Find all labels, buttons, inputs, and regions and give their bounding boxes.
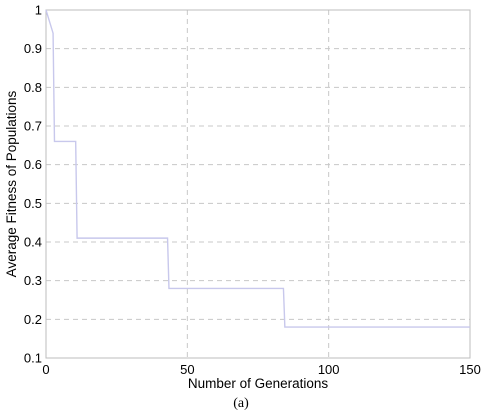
tick-labels: 0.1 0.2 0.3 0.4 0.5 0.6 0.7 0.8 0.9 1 0 50 100 150 (24, 3, 481, 378)
x-tick-label: 150 (459, 362, 481, 377)
y-tick-label: 0.9 (24, 41, 42, 56)
figure-caption: (a) (233, 396, 249, 411)
y-tick-label: 0.2 (24, 312, 42, 327)
y-axis-title: Average Fitness of Populations (4, 90, 19, 277)
y-tick-label: 0.8 (24, 80, 42, 95)
y-tick-label: 0.5 (24, 196, 42, 211)
y-tick-label: 0.6 (24, 157, 42, 172)
series-line (45, 9, 470, 328)
y-tick-label: 0.4 (24, 235, 42, 250)
x-tick-label: 0 (42, 362, 49, 377)
grid-lines (46, 10, 470, 358)
x-axis-title: Number of Generations (188, 376, 329, 391)
y-tick-label: 1 (35, 3, 42, 18)
x-tick-label: 50 (180, 362, 194, 377)
y-tick-label: 0.3 (24, 273, 42, 288)
y-tick-label: 0.1 (24, 351, 42, 366)
plot-frame (45, 9, 471, 359)
series-group (45, 9, 470, 328)
x-tick-label: 100 (318, 362, 340, 377)
y-tick-label: 0.7 (24, 119, 42, 134)
